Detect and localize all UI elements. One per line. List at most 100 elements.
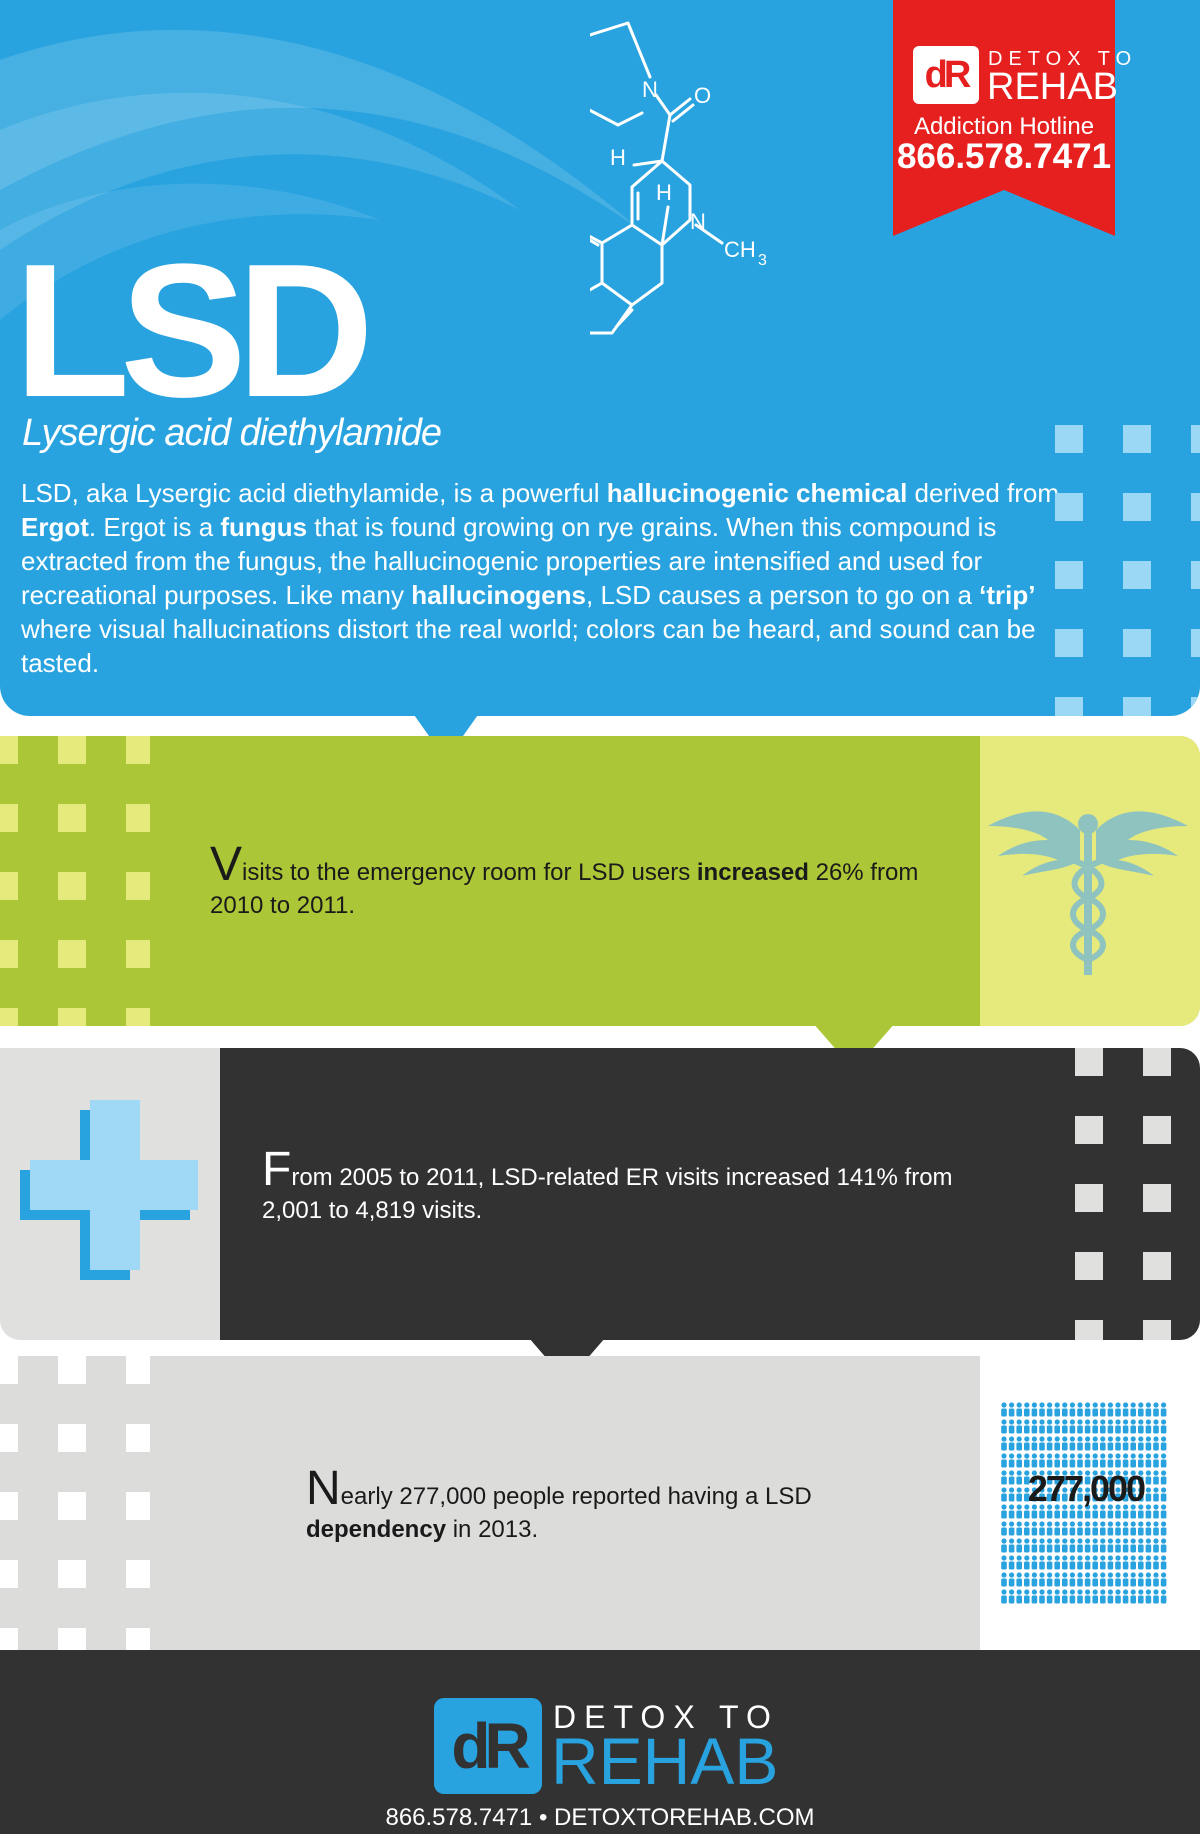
person-icon bbox=[1077, 1504, 1083, 1519]
person-icon bbox=[1130, 1555, 1136, 1570]
person-icon bbox=[1046, 1436, 1053, 1451]
person-icon bbox=[1138, 1555, 1144, 1570]
page-subtitle: Lysergic acid diethylamide bbox=[22, 412, 442, 454]
person-icon bbox=[1084, 1589, 1091, 1604]
person-icon bbox=[1115, 1572, 1121, 1587]
molecule-label: N bbox=[690, 209, 706, 234]
pattern-square bbox=[58, 1628, 86, 1650]
pattern-square bbox=[126, 1424, 150, 1452]
person-icon bbox=[1092, 1504, 1098, 1519]
person-icon bbox=[1016, 1504, 1022, 1519]
text-run: that is found growing on rye grains. Whe… bbox=[21, 512, 997, 610]
person-icon bbox=[1115, 1487, 1121, 1502]
person-icon bbox=[1145, 1521, 1152, 1536]
molecule-label: H bbox=[610, 145, 626, 170]
footer-logo-mark: dR bbox=[434, 1698, 542, 1794]
person-icon bbox=[1024, 1555, 1030, 1570]
person-icon bbox=[1031, 1453, 1038, 1468]
person-icon bbox=[1100, 1504, 1106, 1519]
pattern-square bbox=[1075, 1048, 1103, 1076]
dependency-number: 277,000 bbox=[1027, 1468, 1146, 1509]
person-icon bbox=[1130, 1538, 1136, 1553]
person-icon bbox=[1153, 1453, 1159, 1468]
person-icon bbox=[1092, 1453, 1098, 1468]
person-icon bbox=[1046, 1589, 1053, 1604]
person-icon bbox=[1024, 1572, 1030, 1587]
pattern-square bbox=[1055, 425, 1083, 453]
drop-cap: N bbox=[306, 1462, 341, 1515]
text-run: where visual hallucinations distort the … bbox=[21, 614, 1036, 678]
person-icon bbox=[1016, 1453, 1022, 1468]
person-icon bbox=[1100, 1402, 1106, 1417]
person-icon bbox=[1115, 1521, 1121, 1536]
person-icon bbox=[1062, 1470, 1068, 1485]
page-title: LSD bbox=[14, 225, 374, 437]
person-icon bbox=[1084, 1402, 1091, 1417]
pattern-square bbox=[58, 804, 86, 832]
person-icon bbox=[1153, 1470, 1159, 1485]
person-icon bbox=[1107, 1487, 1114, 1502]
drop-cap: V bbox=[210, 838, 243, 891]
person-icon bbox=[1039, 1555, 1045, 1570]
person-icon bbox=[1039, 1572, 1045, 1587]
person-icon bbox=[1130, 1589, 1136, 1604]
people-grid-icon bbox=[1001, 1402, 1167, 1604]
person-icon bbox=[1008, 1555, 1015, 1570]
person-icon bbox=[1001, 1538, 1007, 1553]
fact-body: early 277,000 people reported having a L… bbox=[306, 1483, 812, 1543]
person-icon bbox=[1069, 1453, 1076, 1468]
pattern-square bbox=[126, 1008, 150, 1026]
fact-dependency: Nearly 277,000 people reported having a … bbox=[306, 1465, 926, 1546]
pattern-square bbox=[1055, 629, 1083, 657]
text-run: derived from bbox=[907, 478, 1060, 508]
person-icon bbox=[1024, 1419, 1030, 1434]
text-run: , LSD causes a person to go on a bbox=[586, 580, 980, 610]
person-icon bbox=[1145, 1538, 1152, 1553]
person-icon bbox=[1062, 1504, 1068, 1519]
person-icon bbox=[1039, 1419, 1045, 1434]
fact-er-growth: From 2005 to 2011, LSD-related ER visits… bbox=[262, 1146, 982, 1227]
person-icon bbox=[1016, 1521, 1022, 1536]
pattern-square bbox=[1123, 561, 1151, 589]
fact-body: rom 2005 to 2011, LSD-related ER visits … bbox=[262, 1164, 953, 1224]
person-icon bbox=[1077, 1419, 1083, 1434]
person-icon bbox=[1092, 1589, 1098, 1604]
person-icon bbox=[1122, 1419, 1129, 1434]
molecule-label: 3 bbox=[758, 252, 767, 269]
person-icon bbox=[1160, 1419, 1167, 1434]
hotline-label: Addiction Hotline bbox=[913, 113, 1095, 140]
person-icon bbox=[1054, 1453, 1060, 1468]
person-icon bbox=[1084, 1504, 1091, 1519]
person-icon bbox=[1008, 1453, 1015, 1468]
person-icon bbox=[1160, 1504, 1167, 1519]
person-icon bbox=[1092, 1555, 1098, 1570]
person-icon bbox=[1100, 1555, 1106, 1570]
pattern-square bbox=[0, 1560, 18, 1588]
person-icon bbox=[1054, 1470, 1060, 1485]
square-pattern-decoration bbox=[1075, 1048, 1171, 1340]
person-icon bbox=[1001, 1402, 1007, 1417]
person-icon bbox=[1145, 1555, 1152, 1570]
pattern-square bbox=[1143, 1252, 1171, 1280]
person-icon bbox=[1008, 1589, 1015, 1604]
pattern-square bbox=[1123, 629, 1151, 657]
person-icon bbox=[1046, 1470, 1053, 1485]
footer-website-link[interactable]: DETOXTOREHAB.COM bbox=[554, 1804, 815, 1831]
person-icon bbox=[1145, 1436, 1152, 1451]
person-icon bbox=[1031, 1487, 1038, 1502]
fact-panel-er-growth-dark bbox=[220, 1048, 1200, 1340]
brand-line2: REHAB bbox=[987, 66, 1118, 108]
person-icon bbox=[1160, 1470, 1167, 1485]
person-icon bbox=[1160, 1453, 1167, 1468]
hotline-phone[interactable]: 866.578.7471 bbox=[896, 137, 1112, 176]
person-icon bbox=[1115, 1589, 1121, 1604]
person-icon bbox=[1153, 1572, 1159, 1587]
person-icon bbox=[1016, 1487, 1022, 1502]
square-pattern-decoration bbox=[0, 736, 150, 1026]
person-icon bbox=[1054, 1436, 1060, 1451]
footer-phone[interactable]: 866.578.7471 bbox=[385, 1804, 533, 1831]
person-icon bbox=[1077, 1572, 1083, 1587]
person-icon bbox=[1069, 1572, 1076, 1587]
person-icon bbox=[1024, 1521, 1030, 1536]
person-icon bbox=[1092, 1572, 1098, 1587]
